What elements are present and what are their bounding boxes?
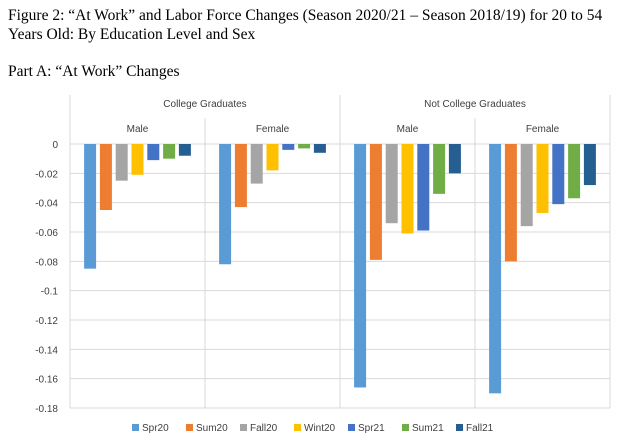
bar-sum21 [298,144,311,149]
figure-title: Figure 2: “At Work” and Labor Force Chan… [8,7,603,43]
legend-label: Wint20 [304,423,336,434]
legend-swatch [402,424,409,431]
bar-fall20 [250,144,263,184]
y-tick-label: -0.02 [35,169,58,180]
bar-fall21 [178,144,191,156]
y-tick-label: -0.18 [35,404,58,415]
y-tick-label: -0.04 [35,199,58,210]
category-label: Male [127,124,149,135]
bar-spr20 [489,144,502,394]
legend-label: Sum21 [412,423,444,434]
y-tick-label: -0.16 [35,375,58,386]
category-label: Female [526,124,560,135]
group-label: College Graduates [163,99,246,110]
legend-swatch [456,424,463,431]
bar-spr21 [417,144,430,231]
bar-fall20 [385,144,398,224]
bar-sum21 [568,144,581,199]
legend-label: Spr21 [358,423,385,434]
legend-swatch [240,424,247,431]
bar-sum21 [433,144,446,194]
legend-swatch [186,424,193,431]
category-label: Male [397,124,419,135]
bar-sum20 [369,144,382,260]
bar-fall21 [313,144,326,153]
bar-fall20 [115,144,128,181]
y-tick-label: -0.14 [35,345,58,356]
bar-wint20 [401,144,414,234]
bar-spr21 [147,144,160,161]
legend-label: Fall20 [250,423,278,434]
y-tick-label: 0 [52,140,58,151]
bar-sum20 [99,144,112,210]
group-label: Not College Graduates [424,99,526,110]
y-tick-label: -0.12 [35,316,58,327]
bar-spr21 [552,144,565,205]
y-tick-label: -0.1 [41,287,59,298]
bar-wint20 [536,144,549,213]
legend-swatch [132,424,139,431]
bar-sum21 [163,144,176,159]
bar-spr21 [282,144,295,150]
bar-fall20 [520,144,533,227]
legend-label: Fall21 [466,423,494,434]
bar-sum20 [504,144,517,262]
legend-label: Spr20 [142,423,169,434]
bar-sum20 [234,144,247,208]
legend-swatch [348,424,355,431]
legend-label: Sum20 [196,423,228,434]
y-tick-label: -0.08 [35,257,58,268]
bar-spr20 [84,144,97,269]
bar-wint20 [266,144,279,171]
y-tick-label: -0.06 [35,228,58,239]
legend-swatch [294,424,301,431]
bar-wint20 [131,144,144,175]
category-label: Female [256,124,290,135]
bar-spr20 [219,144,232,265]
figure-subtitle: Part A: “At Work” Changes [8,63,180,80]
bar-spr20 [354,144,367,388]
bar-fall21 [448,144,461,174]
bar-fall21 [583,144,596,186]
